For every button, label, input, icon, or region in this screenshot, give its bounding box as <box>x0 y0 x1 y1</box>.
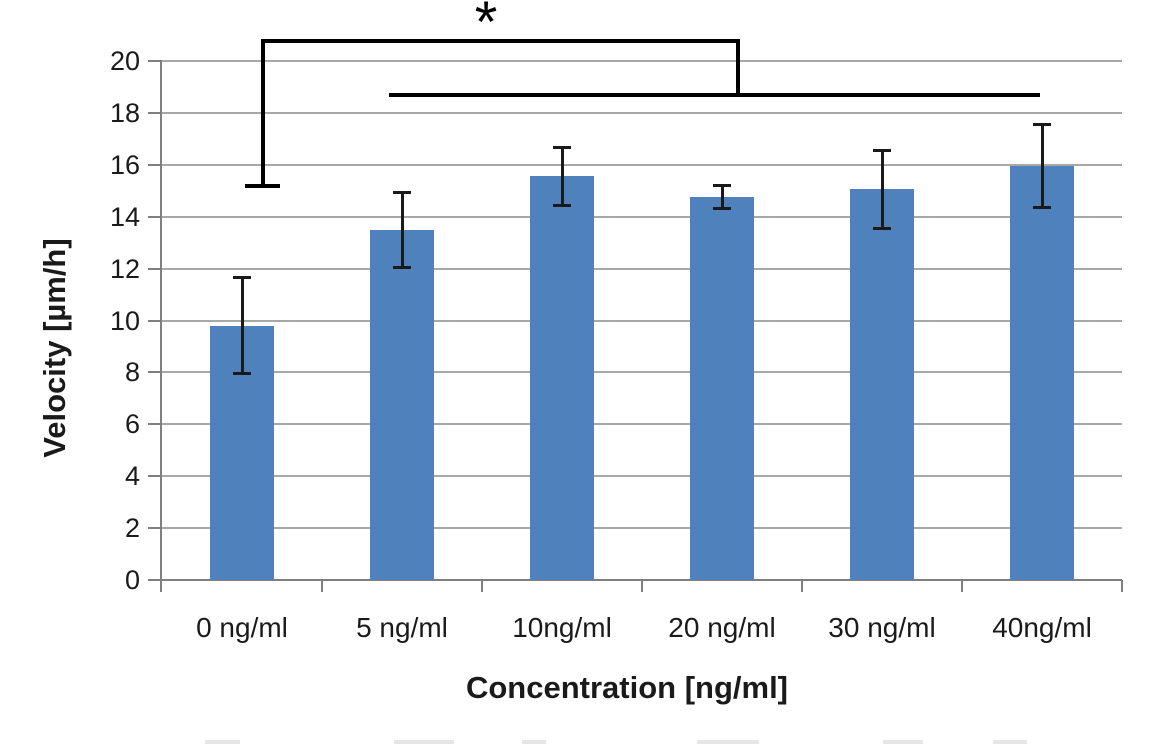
error-cap-top-5 ng/ml <box>393 190 411 194</box>
x-category-label-40ng/ml: 40ng/ml <box>992 612 1092 643</box>
x-axis-tick-6 <box>1121 580 1123 592</box>
y-axis-tick-2 <box>148 527 162 530</box>
y-axis-title: Velocity [µm/h] <box>37 238 72 458</box>
error-cap-bottom-20 ng/ml <box>713 207 731 211</box>
gridline-y-18 <box>162 111 1122 114</box>
x-axis-title: Concentration [ng/ml] <box>465 670 789 705</box>
y-tick-label-2: 2 <box>124 513 140 544</box>
error-bar-20 ng/ml <box>721 185 724 209</box>
gridline-y-2 <box>162 527 1122 530</box>
cropped-text-artifact-2 <box>522 740 546 744</box>
bar-40ng/ml <box>1010 166 1074 580</box>
gridline-y-14 <box>162 215 1122 218</box>
error-bar-40ng/ml <box>1041 124 1044 208</box>
error-cap-top-10ng/ml <box>553 146 571 150</box>
y-tick-label-16: 16 <box>109 149 140 180</box>
error-cap-top-20 ng/ml <box>713 184 731 188</box>
x-axis-tick-5 <box>961 580 963 592</box>
sig-bracket-left-cap <box>245 183 281 188</box>
y-tick-label-8: 8 <box>124 357 140 388</box>
y-axis-tick-10 <box>148 319 162 322</box>
y-axis-tick-6 <box>148 423 162 426</box>
y-axis-tick-4 <box>148 475 162 478</box>
y-axis-line <box>160 61 162 592</box>
cropped-text-artifact-4 <box>883 740 923 744</box>
error-bar-10ng/ml <box>561 147 564 205</box>
x-axis-tick-4 <box>801 580 803 592</box>
significance-asterisk: * <box>474 0 498 55</box>
error-cap-top-0 ng/ml <box>233 276 251 280</box>
error-cap-top-40ng/ml <box>1033 123 1051 127</box>
y-axis-tick-20 <box>148 60 162 62</box>
y-tick-label-4: 4 <box>124 461 140 492</box>
cropped-text-artifact-3 <box>697 740 759 744</box>
y-tick-label-12: 12 <box>109 253 140 284</box>
sig-bracket-right-drop <box>736 40 740 95</box>
gridline-y-10 <box>162 319 1122 322</box>
x-category-label-30 ng/ml: 30 ng/ml <box>828 612 936 643</box>
bar-10ng/ml <box>530 176 594 580</box>
y-axis-tick-0 <box>148 579 162 581</box>
gridline-y-8 <box>162 371 1122 374</box>
y-axis-tick-18 <box>148 111 162 114</box>
error-cap-top-30 ng/ml <box>873 149 891 153</box>
y-tick-label-20: 20 <box>109 46 140 76</box>
sig-bracket-top-line <box>260 38 740 43</box>
x-category-label-0 ng/ml: 0 ng/ml <box>196 612 288 643</box>
cropped-text-artifact-1 <box>394 740 454 744</box>
gridline-y-16 <box>162 163 1122 166</box>
x-axis-tick-2 <box>481 580 483 592</box>
bar-20 ng/ml <box>690 197 754 580</box>
bar-30 ng/ml <box>850 189 914 580</box>
error-bar-5 ng/ml <box>401 192 404 268</box>
x-axis-tick-1 <box>321 580 323 592</box>
error-cap-bottom-10ng/ml <box>553 203 571 207</box>
error-bar-30 ng/ml <box>881 150 884 229</box>
cropped-text-artifact-0 <box>205 740 240 744</box>
gridline-y-4 <box>162 475 1122 478</box>
y-tick-label-18: 18 <box>109 97 140 128</box>
gridline-y-6 <box>162 423 1122 426</box>
error-cap-bottom-40ng/ml <box>1033 206 1051 210</box>
sig-bracket-left-drop <box>260 40 265 186</box>
error-cap-bottom-0 ng/ml <box>233 372 251 376</box>
y-tick-label-10: 10 <box>109 305 140 336</box>
x-category-label-20 ng/ml: 20 ng/ml <box>668 612 776 643</box>
bar-5 ng/ml <box>370 229 434 580</box>
x-category-label-5 ng/ml: 5 ng/ml <box>356 612 448 643</box>
x-axis-tick-3 <box>641 580 643 592</box>
y-axis-tick-16 <box>148 163 162 166</box>
error-bar-0 ng/ml <box>241 277 244 374</box>
y-tick-label-6: 6 <box>124 409 140 440</box>
y-tick-label-0: 0 <box>124 565 140 595</box>
sig-underline-group <box>389 92 1041 97</box>
y-axis-tick-12 <box>148 267 162 270</box>
error-cap-bottom-5 ng/ml <box>393 265 411 269</box>
y-axis-tick-14 <box>148 215 162 218</box>
error-cap-bottom-30 ng/ml <box>873 226 891 230</box>
cropped-text-artifact-5 <box>993 740 1027 744</box>
y-axis-tick-8 <box>148 371 162 374</box>
gridline-y-12 <box>162 267 1122 270</box>
gridline-y-20 <box>162 60 1122 62</box>
y-tick-label-14: 14 <box>109 201 140 232</box>
x-category-label-10ng/ml: 10ng/ml <box>512 612 612 643</box>
